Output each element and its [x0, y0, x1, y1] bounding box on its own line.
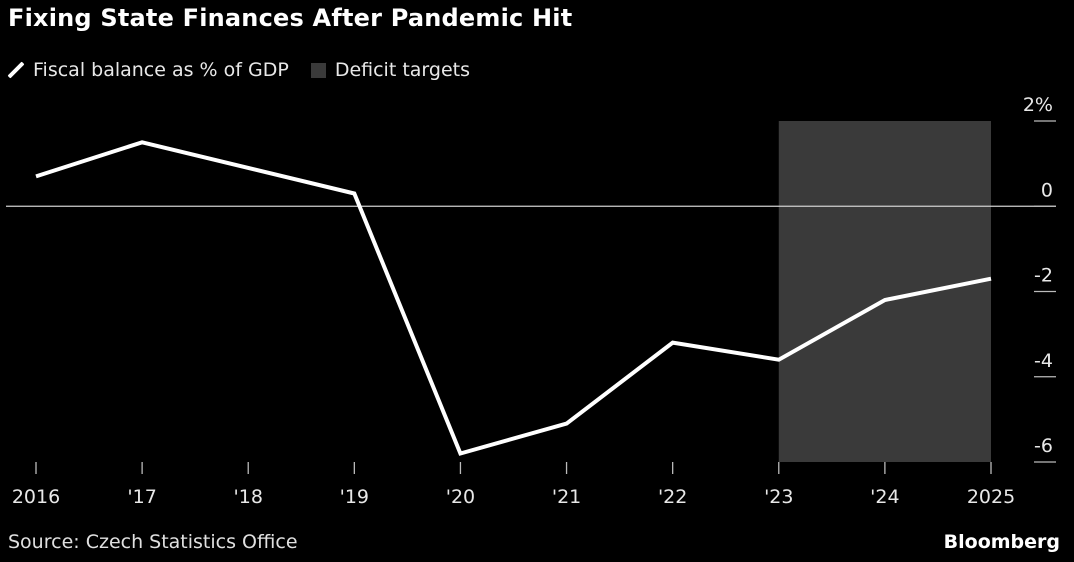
- x-tick-label: '20: [446, 486, 475, 508]
- y-tick-label: -6: [1034, 435, 1053, 457]
- x-tick-label: 2016: [12, 486, 60, 508]
- chart-legend: Fiscal balance as % of GDP Deficit targe…: [8, 57, 492, 83]
- x-tick-label: 2025: [967, 486, 1015, 508]
- x-tick-label: '19: [340, 486, 369, 508]
- deficit-target-band: [778, 121, 991, 462]
- x-tick-label: '24: [870, 486, 899, 508]
- source-note: Source: Czech Statistics Office: [8, 531, 298, 553]
- y-tick-label: 0: [1041, 179, 1053, 201]
- y-tick-label: -2: [1034, 265, 1053, 287]
- legend-label-fiscal-balance: Fiscal balance as % of GDP: [33, 59, 289, 81]
- fiscal-balance-line: [35, 140, 992, 456]
- x-tick-label: '23: [764, 486, 793, 508]
- bloomberg-logo: Bloomberg: [943, 531, 1060, 553]
- box-swatch-icon: [310, 62, 326, 78]
- legend-label-deficit-targets: Deficit targets: [334, 59, 470, 81]
- y-tick-label: 2%: [1023, 94, 1053, 116]
- x-tick-label: '21: [552, 486, 581, 508]
- legend-item-fiscal-balance: Fiscal balance as % of GDP: [8, 59, 289, 81]
- x-tick-label: '17: [127, 486, 156, 508]
- legend-item-deficit-targets: Deficit targets: [310, 59, 470, 81]
- x-tick-label: '22: [658, 486, 687, 508]
- y-tick-label: -4: [1034, 350, 1053, 372]
- x-tick-label: '18: [234, 486, 263, 508]
- chart-title: Fixing State Finances After Pandemic Hit: [8, 4, 573, 32]
